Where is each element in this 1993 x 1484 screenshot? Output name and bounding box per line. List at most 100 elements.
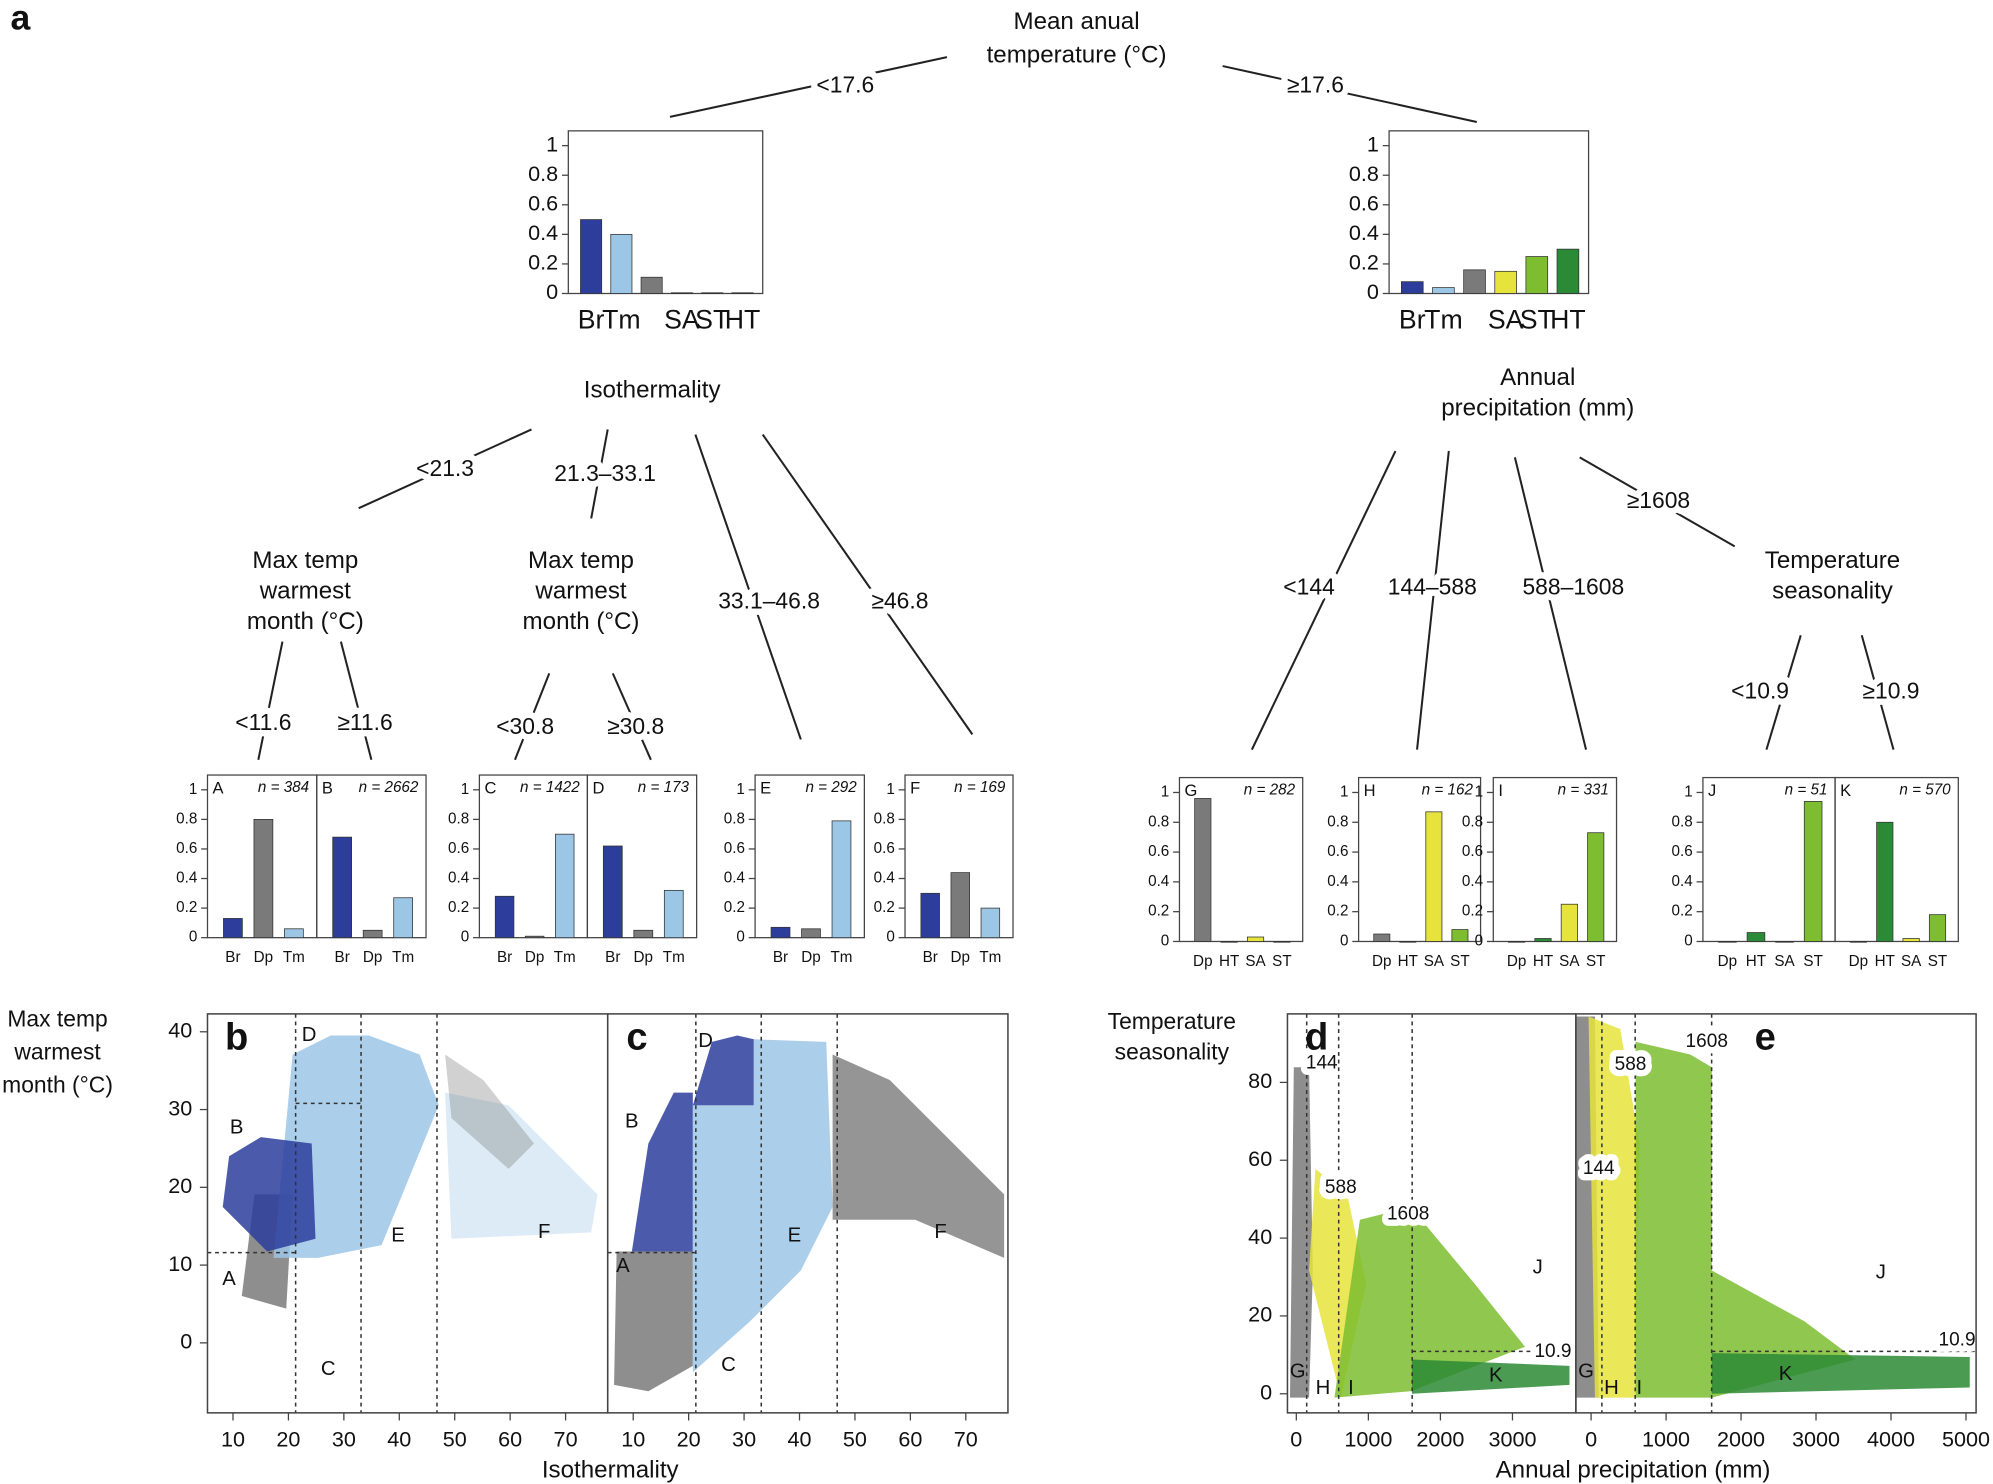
- y-tick-label: 0.6: [176, 840, 197, 857]
- bar: [1220, 941, 1238, 943]
- x-tick-label: SA: [1424, 953, 1445, 970]
- x-tick-label: ST: [1803, 953, 1822, 970]
- x-axis-label: Isothermality: [542, 1457, 680, 1484]
- y-tick-label: 1: [1340, 784, 1348, 801]
- y-tick-label: 0.6: [1349, 190, 1379, 215]
- x-tick-label: 10: [221, 1427, 245, 1452]
- y-tick-label: 1: [1475, 784, 1483, 801]
- tree-edge: [1250, 450, 1397, 751]
- sample-size: n = 169: [954, 779, 1006, 796]
- x-tick-label: HT: [1875, 953, 1895, 970]
- bar: [1849, 941, 1867, 943]
- point-cloud: [614, 1251, 693, 1392]
- sample-size: n = 570: [1899, 781, 1951, 798]
- x-tick-label: Dp: [525, 949, 544, 966]
- bar: [1718, 941, 1737, 943]
- bar: [633, 929, 654, 939]
- bar: [980, 907, 1001, 939]
- y-tick-label: 0.4: [1327, 873, 1349, 890]
- node-label: precipitation (mm): [1441, 394, 1634, 421]
- sample-size: n = 162: [1422, 781, 1474, 798]
- bar-frame: [567, 130, 764, 295]
- y-tick-label: 0.2: [874, 899, 895, 916]
- x-tick-label: Tm: [663, 949, 685, 966]
- x-tick-label: Tm: [283, 949, 305, 966]
- panel-letter: E: [760, 779, 771, 797]
- panel-letter: e: [1755, 1016, 1776, 1058]
- sample-size: n = 384: [258, 779, 309, 796]
- bar: [831, 820, 852, 939]
- x-tick-label: Dp: [634, 949, 653, 966]
- x-tick-label: Dp: [1507, 953, 1526, 970]
- y-tick-label: 0.2: [1672, 903, 1693, 920]
- node-label: month (°C): [523, 608, 640, 635]
- x-tick-label: Dp: [254, 949, 273, 966]
- x-tick-label: SA: [1774, 953, 1795, 970]
- y-tick-label: 0: [1684, 933, 1692, 950]
- region-label: A: [222, 1268, 236, 1290]
- point-cloud: [445, 1092, 598, 1239]
- sample-size: n = 282: [1244, 781, 1296, 798]
- node-label: month (°C): [247, 608, 364, 635]
- bar: [1373, 933, 1391, 942]
- bar: [770, 926, 791, 939]
- y-tick-label: 0.8: [1462, 813, 1483, 830]
- panel-letter: K: [1840, 782, 1851, 800]
- region-label: E: [788, 1225, 802, 1247]
- bar-frame: [1357, 776, 1482, 943]
- point-cloud: [631, 1092, 693, 1252]
- node-label: Annual: [1500, 364, 1575, 391]
- y-axis-label: Temperature: [1108, 1008, 1236, 1034]
- y-tick-label: 1: [736, 781, 744, 798]
- region-label: I: [1637, 1377, 1643, 1399]
- y-tick-label: 0.4: [176, 870, 198, 887]
- bar: [332, 836, 353, 939]
- x-tick-label: 20: [677, 1427, 701, 1452]
- y-tick-label: 0.4: [1349, 220, 1379, 245]
- bar: [1494, 270, 1517, 294]
- x-tick-label: SA: [1559, 953, 1580, 970]
- bar: [1587, 832, 1605, 942]
- panel-letter: d: [1305, 1016, 1328, 1058]
- x-tick-label: Dp: [1718, 953, 1737, 970]
- region-label: K: [1779, 1363, 1793, 1385]
- region-label: B: [230, 1117, 244, 1139]
- x-tick-label: Br: [1399, 304, 1426, 334]
- x-tick-label: ST: [1450, 953, 1469, 970]
- y-tick-label: 0.4: [874, 870, 896, 887]
- y-tick-label: 0.6: [1462, 843, 1483, 860]
- bar: [610, 233, 633, 294]
- y-tick-label: 1: [1161, 784, 1169, 801]
- bar: [731, 292, 754, 294]
- panel-letter: G: [1185, 782, 1198, 800]
- region-label: J: [1533, 1256, 1543, 1278]
- edge-label: ≥30.8: [607, 713, 664, 739]
- bar: [362, 929, 383, 939]
- y-tick-label: 1: [461, 781, 469, 798]
- x-tick-label: Dp: [951, 949, 970, 966]
- threshold-label: 588: [1615, 1054, 1647, 1075]
- node-label: warmest: [534, 577, 626, 604]
- region-label: K: [1489, 1364, 1503, 1386]
- tree-edge: [1579, 456, 1736, 548]
- tree-edge: [669, 56, 948, 118]
- y-tick-label: 0.2: [528, 250, 558, 275]
- x-tick-label: Tm: [554, 949, 576, 966]
- bar: [1432, 287, 1455, 294]
- y-tick-label: 0.8: [1672, 813, 1693, 830]
- x-tick-label: Br: [923, 949, 938, 966]
- panel-letter: A: [213, 779, 224, 797]
- x-tick-label: 0: [1585, 1427, 1597, 1452]
- y-axis-label: seasonality: [1115, 1038, 1230, 1064]
- bar: [555, 833, 575, 939]
- panel-letter: c: [626, 1016, 647, 1058]
- panel-letter: I: [1498, 782, 1503, 800]
- panel-letter: H: [1364, 782, 1376, 800]
- panel-letter: C: [484, 779, 496, 797]
- x-tick-label: Br: [578, 304, 605, 334]
- y-tick-label: 0: [1260, 1379, 1272, 1404]
- tree-edge: [1222, 65, 1477, 123]
- x-tick-label: 50: [843, 1427, 867, 1452]
- y-tick-label: 0: [461, 929, 469, 946]
- tree-edge: [257, 641, 284, 760]
